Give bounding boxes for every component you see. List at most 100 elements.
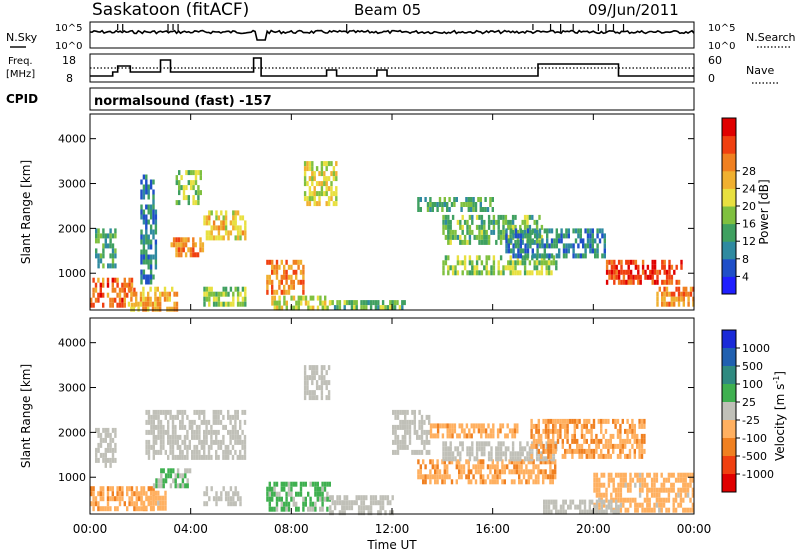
heatmap-cell: [686, 492, 690, 498]
heatmap-cell: [320, 380, 324, 386]
heatmap-cell: [303, 166, 307, 172]
heatmap-cell: [574, 238, 578, 244]
heatmap-cell: [473, 270, 476, 276]
heatmap-cell: [463, 428, 466, 434]
heatmap-cell: [111, 452, 115, 458]
heatmap-cell: [441, 202, 444, 207]
heatmap-cell: [313, 370, 316, 376]
heatmap-cell: [689, 472, 692, 478]
heatmap-cell: [182, 237, 185, 243]
heatmap-cell: [531, 238, 534, 244]
heatmap-cell: [555, 233, 558, 239]
heatmap-cell: [229, 501, 233, 507]
heatmap-cell: [540, 443, 543, 449]
heatmap-cell: [343, 505, 346, 511]
heatmap-cell: [660, 487, 663, 493]
heatmap-cell: [663, 259, 666, 265]
heatmap-cell: [434, 469, 437, 475]
heatmap-cell: [212, 414, 215, 420]
heatmap-cell: [576, 438, 579, 444]
heatmap-cell: [419, 469, 422, 475]
heatmap-cell: [475, 255, 479, 261]
heatmap-cell: [157, 434, 160, 440]
heatmap-cell: [142, 234, 146, 240]
heatmap-cell: [292, 481, 295, 487]
heatmap-cell: [314, 501, 317, 507]
heatmap-cell: [369, 495, 373, 501]
heatmap-cell: [595, 433, 598, 439]
heatmap-cell: [496, 474, 499, 480]
heatmap-cell: [152, 214, 155, 220]
heatmap-cell: [389, 510, 392, 516]
heatmap-cell: [509, 219, 512, 225]
heatmap-cell: [154, 490, 158, 496]
heatmap-cell: [292, 305, 296, 311]
heatmap-cell: [572, 248, 575, 254]
heatmap-cell: [590, 428, 593, 434]
heatmap-cell: [94, 282, 98, 288]
heatmap-cell: [543, 243, 546, 249]
heatmap-cell: [532, 479, 535, 485]
heatmap-cell: [243, 449, 247, 455]
heatmap-cell: [434, 202, 437, 207]
heatmap-cell: [299, 481, 303, 487]
heatmap-cell: [480, 239, 484, 245]
heatmap-cell: [605, 264, 609, 270]
heatmap-cell: [353, 305, 356, 311]
heatmap-cell: [489, 202, 492, 207]
heatmap-cell: [374, 500, 378, 506]
heatmap-cell: [162, 409, 165, 415]
heatmap-cell: [479, 207, 482, 212]
heatmap-cell: [673, 269, 676, 275]
heatmap-cell: [285, 491, 288, 497]
heatmap-cell: [166, 306, 169, 312]
heatmap-cell: [362, 495, 366, 501]
heatmap-cell: [171, 454, 175, 460]
heatmap-cell: [164, 449, 167, 455]
heatmap-cell: [463, 260, 467, 266]
heatmap-cell: [514, 228, 518, 234]
heatmap-cell: [552, 433, 555, 439]
heatmap-cell: [323, 176, 326, 182]
heatmap-cell: [598, 502, 601, 508]
heatmap-cell: [236, 296, 240, 302]
heatmap-cell: [485, 229, 488, 235]
heatmap-cell: [224, 491, 228, 497]
heatmap-cell: [192, 242, 195, 248]
heatmap-cell: [514, 260, 517, 266]
heatmap-cell: [591, 238, 594, 244]
heatmap-cell: [609, 433, 612, 439]
heatmap-cell: [210, 429, 213, 435]
heatmap-cell: [114, 432, 117, 438]
heatmap-cell: [323, 481, 327, 487]
heatmap-cell: [321, 481, 324, 487]
heatmap-cell: [641, 472, 644, 478]
heatmap-cell: [203, 409, 206, 415]
heatmap-cell: [590, 453, 593, 459]
heatmap-cell: [674, 492, 678, 498]
heatmap-cell: [580, 428, 584, 434]
heatmap-cell: [139, 301, 143, 307]
heatmap-cell: [632, 279, 635, 285]
heatmap-cell: [586, 509, 589, 515]
heatmap-cell: [292, 295, 296, 301]
heatmap-cell: [145, 214, 148, 220]
heatmap-cell: [472, 197, 475, 202]
heatmap-cell: [637, 269, 640, 275]
heatmap-cell: [607, 482, 611, 488]
heatmap-cell: [494, 479, 497, 485]
heatmap-cell: [633, 423, 636, 429]
heatmap-cell: [311, 181, 314, 187]
heatmap-cell: [668, 259, 671, 265]
heatmap-cell: [197, 200, 200, 206]
heatmap-cell: [157, 505, 160, 511]
heatmap-cell: [555, 260, 558, 266]
heatmap-cell: [446, 423, 449, 429]
heatmap-cell: [222, 486, 225, 492]
heatmap-cell: [602, 433, 605, 439]
heatmap-cell: [662, 502, 666, 508]
heatmap-cell: [273, 264, 276, 270]
heatmap-cell: [295, 305, 298, 311]
heatmap-cell: [152, 424, 155, 430]
heatmap-cell: [116, 292, 119, 298]
